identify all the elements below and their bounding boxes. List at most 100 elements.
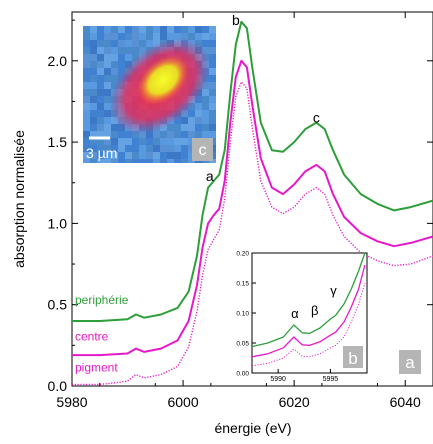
map-pixel xyxy=(83,96,90,103)
map-pixel xyxy=(111,26,118,33)
map-pixel xyxy=(153,33,160,40)
map-pixel xyxy=(153,152,160,159)
map-pixel xyxy=(111,75,118,82)
map-pixel xyxy=(104,138,111,145)
series-line-1 xyxy=(72,59,433,357)
map-pixel xyxy=(153,159,160,163)
map-pixel xyxy=(97,26,104,33)
map-pixel xyxy=(97,40,104,47)
map-pixel xyxy=(209,131,216,138)
map-pixel xyxy=(104,110,111,117)
map-pixel xyxy=(118,61,125,68)
map-pixel xyxy=(90,138,97,145)
map-pixel xyxy=(167,138,174,145)
map-pixel xyxy=(97,145,104,152)
inset-labels: α βγ xyxy=(291,283,337,321)
map-pixel xyxy=(125,26,132,33)
inset-y-tick-label: 0.20 xyxy=(236,251,249,258)
map-pixel xyxy=(209,96,216,103)
map-pixel xyxy=(97,131,104,138)
map-pixel xyxy=(90,61,97,68)
map-pixel xyxy=(202,26,209,33)
map-pixel xyxy=(125,159,132,163)
map-pixel xyxy=(160,138,167,145)
inset-peak-label: γ xyxy=(330,283,337,298)
map-pixel xyxy=(132,26,139,33)
map-pixel xyxy=(139,138,146,145)
map-pixel xyxy=(209,103,216,110)
map-pixel xyxy=(125,138,132,145)
map-pixel xyxy=(167,33,174,40)
map-pixel xyxy=(167,26,174,33)
inset-peak-label: β xyxy=(311,303,318,318)
map-pixel xyxy=(83,103,90,110)
map-pixel xyxy=(90,110,97,117)
map-pixel xyxy=(90,117,97,124)
map-pixel xyxy=(195,131,202,138)
map-pixel xyxy=(97,152,104,159)
map-pixel xyxy=(83,61,90,68)
map-pixel xyxy=(146,40,153,47)
map-pixel xyxy=(139,131,146,138)
map-pixel xyxy=(188,159,195,163)
x-tick-label: 6000 xyxy=(167,394,198,410)
map-pixel xyxy=(83,138,90,145)
map-pixel xyxy=(153,145,160,152)
fluorescence-map: 3 µm c xyxy=(83,26,216,163)
map-pixel xyxy=(111,131,118,138)
map-pixel xyxy=(90,54,97,61)
map-pixel xyxy=(209,54,216,61)
map-pixel xyxy=(181,26,188,33)
map-pixel xyxy=(104,117,111,124)
map-pixel xyxy=(97,54,104,61)
map-pixel xyxy=(104,26,111,33)
map-pixel xyxy=(111,54,118,61)
map-pixel xyxy=(97,82,104,89)
map-pixel xyxy=(97,47,104,54)
y-tick-label: 1.0 xyxy=(48,215,68,231)
map-pixel xyxy=(90,47,97,54)
x-tick-label: 5980 xyxy=(56,394,87,410)
map-pixel xyxy=(188,117,195,124)
map-pixel xyxy=(104,40,111,47)
map-pixel xyxy=(132,131,139,138)
map-pixel xyxy=(104,33,111,40)
map-pixel xyxy=(195,26,202,33)
map-pixel xyxy=(139,145,146,152)
map-pixel xyxy=(90,40,97,47)
map-pixel xyxy=(104,61,111,68)
map-pixel xyxy=(104,152,111,159)
map-pixel xyxy=(132,152,139,159)
map-pixel xyxy=(111,152,118,159)
map-pixel xyxy=(209,40,216,47)
map-pixel xyxy=(125,152,132,159)
map-pixel xyxy=(90,159,97,163)
inset-series xyxy=(252,253,366,367)
x-tick-label: 6020 xyxy=(279,394,310,410)
map-pixel xyxy=(132,145,139,152)
map-pixel xyxy=(104,82,111,89)
map-pixel xyxy=(104,103,111,110)
map-pixel xyxy=(174,26,181,33)
map-pixel xyxy=(118,138,125,145)
map-pixel xyxy=(174,124,181,131)
map-pixel xyxy=(90,26,97,33)
map-pixel xyxy=(202,124,209,131)
map-pixel xyxy=(188,138,195,145)
map-pixel xyxy=(83,110,90,117)
map-pixel xyxy=(83,75,90,82)
map-pixel xyxy=(104,159,111,163)
map-pixel xyxy=(160,33,167,40)
map-pixel xyxy=(167,131,174,138)
series-line-0 xyxy=(72,20,433,322)
map-pixel xyxy=(90,75,97,82)
map-particle-core xyxy=(136,55,190,105)
map-pixel xyxy=(132,159,139,163)
map-pixel xyxy=(118,152,125,159)
map-pixel xyxy=(209,47,216,54)
map-pixel xyxy=(181,33,188,40)
map-pixel xyxy=(181,138,188,145)
map-pixel xyxy=(195,103,202,110)
map-pixel xyxy=(83,124,90,131)
map-pixel xyxy=(181,152,188,159)
